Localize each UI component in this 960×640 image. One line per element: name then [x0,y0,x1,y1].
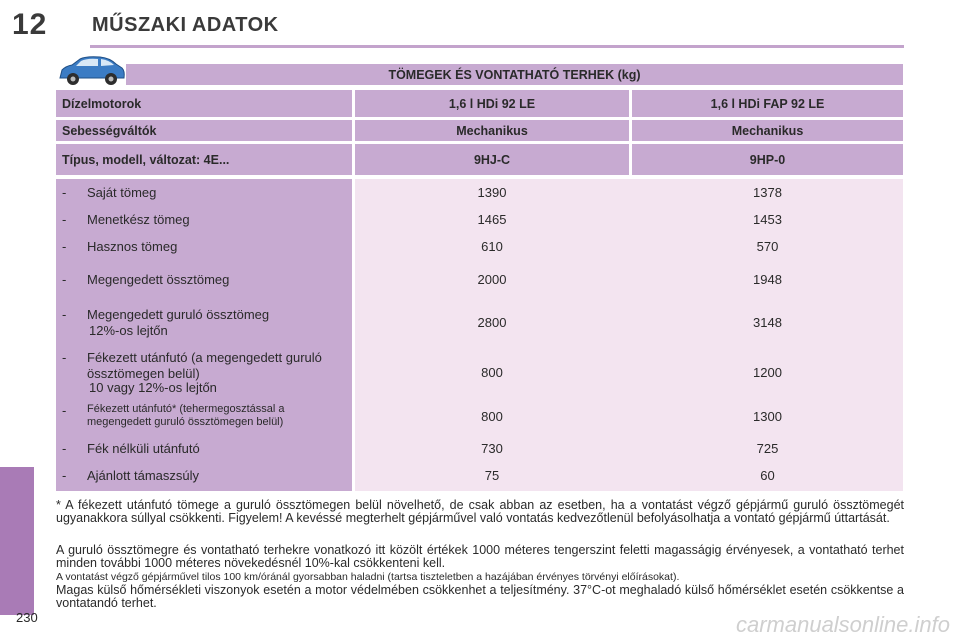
watermark: carmanualsonline.info [735,612,950,637]
engine-label: Dízelmotorok [56,90,352,117]
row-dash: - [62,403,67,418]
row-value-1: 2000 [477,272,507,287]
type-col-2: 9HP-0 [632,144,903,175]
row-dash: - [62,468,67,483]
value-column [355,179,903,491]
row-value-2: 1378 [753,185,782,200]
chapter-title: MŰSZAKI ADATOK [92,14,279,36]
row-dash: - [62,272,67,287]
row-value-1: 75 [484,468,500,483]
gearbox-col-2: Mechanikus [632,120,903,141]
label-column [56,179,352,491]
row-label: Fék nélküli utánfutó [87,441,200,456]
section-title: TÖMEGEK ÉS VONTATHATÓ TERHEK (kg) [126,64,903,85]
row-value-2: 725 [756,441,779,456]
row-label: Saját tömeg [87,185,157,200]
row-value-1: 610 [481,239,503,254]
car-icon [59,56,125,85]
type-label: Típus, modell, változat: 4E... [56,144,352,175]
row-value-1: 1465 [477,212,507,227]
header-rule [90,45,904,48]
footnote-altitude: A guruló össztömegre és vontatható terhe… [56,543,904,570]
row-label: Fékezett utánfutó (a megengedett guruló … [87,350,322,381]
page-number: 230 [16,610,38,625]
row-value-2: 1200 [753,365,782,380]
row-label: Fékezett utánfutó* (tehermegosztással a … [87,403,285,428]
row-sublabel: 10 vagy 12%-os lejtőn [89,380,217,395]
chapter-side-tab [0,467,34,615]
footnote-asterisk: * A fékezett utánfutó tömege a guruló ös… [56,498,904,525]
row-value-2: 3148 [753,315,782,330]
row-label: Megengedett össztömeg [87,272,230,287]
row-value-1: 800 [481,409,503,424]
chapter-number: 12 [12,8,48,41]
footnote-temperature: Magas külső hőmérsékleti viszonyok eseté… [56,583,904,610]
type-col-1: 9HJ-C [355,144,629,175]
row-label: Menetkész tömeg [87,212,190,227]
row-label: Ajánlott támaszsúly [87,468,199,483]
engine-col-2: 1,6 l HDi FAP 92 LE [632,90,903,117]
row-sublabel: 12%-os lejtőn [89,323,168,338]
row-dash: - [62,239,67,254]
row-value-1: 730 [481,441,503,456]
gearbox-label: Sebességváltók [56,120,352,141]
gearbox-col-1: Mechanikus [355,120,629,141]
footnote-speed: A vontatást végző gépjárművel tilos 100 … [56,571,680,583]
row-dash: - [62,307,67,322]
gearbox-header-row: Sebességváltók Mechanikus Mechanikus [56,120,903,141]
row-value-1: 2800 [477,315,507,330]
row-value-2: 1948 [753,272,782,287]
engine-header-row: Dízelmotorok 1,6 l HDi 92 LE 1,6 l HDi F… [56,90,903,117]
row-dash: - [62,212,67,227]
row-label: Megengedett guruló össztömeg [87,307,270,322]
row-value-2: 1453 [753,212,782,227]
row-value-1: 800 [481,365,503,380]
mass-table: - Saját tömeg 1390 1378 - Menetkész töme… [56,179,903,491]
row-value-2: 60 [760,468,775,483]
type-header-row: Típus, modell, változat: 4E... 9HJ-C 9HP… [56,144,903,175]
row-dash: - [62,441,67,456]
row-value-2: 570 [756,239,779,254]
row-label: Hasznos tömeg [87,239,178,254]
row-dash: - [62,185,67,200]
row-value-1: 1390 [477,185,507,200]
row-value-2: 1300 [753,409,782,424]
row-dash: - [62,350,67,365]
engine-col-1: 1,6 l HDi 92 LE [355,90,629,117]
